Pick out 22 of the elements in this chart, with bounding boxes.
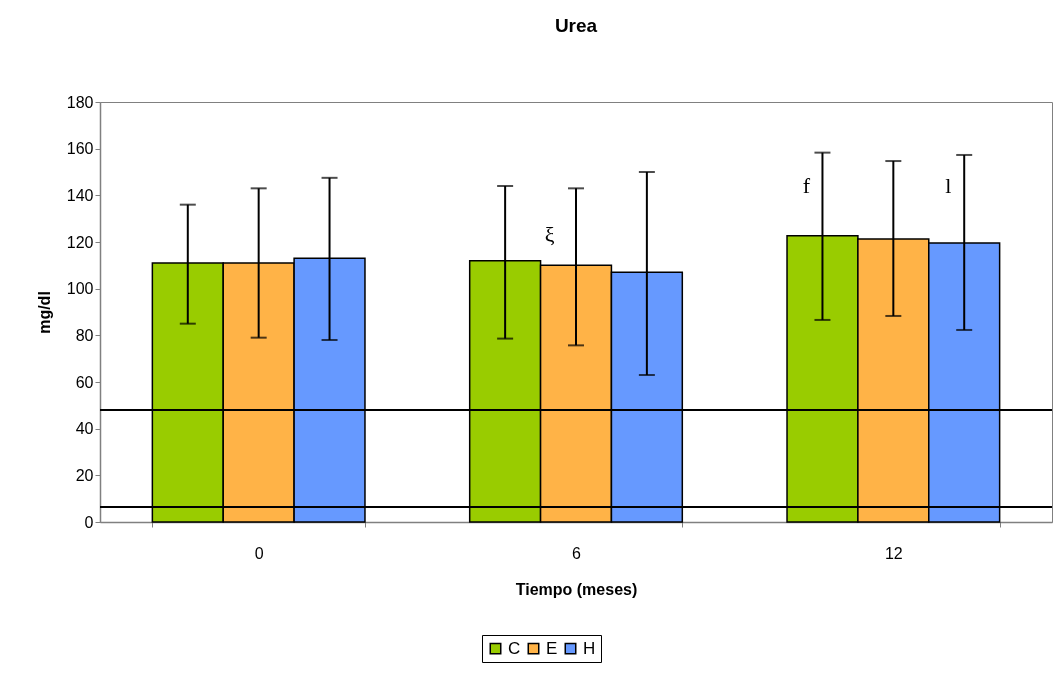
x-axis-title: Tiempo (meses): [515, 580, 638, 598]
chart-title: Urea: [554, 15, 598, 36]
annotation: ξ: [544, 221, 555, 247]
annotation: f: [802, 173, 811, 198]
y-tick-label: 180: [66, 93, 94, 111]
y-tick-label: 80: [75, 326, 94, 344]
legend-label: H: [583, 638, 596, 658]
y-tick-label: 0: [84, 513, 94, 531]
y-tick-label: 20: [75, 466, 94, 484]
x-tick-label: 0: [254, 544, 264, 562]
y-tick-label: 40: [75, 420, 94, 438]
legend-label: C: [508, 638, 521, 658]
y-tick-label: 100: [66, 280, 94, 298]
y-tick-label: 60: [75, 373, 94, 391]
y-tick-label: 160: [66, 140, 94, 158]
x-tick-label: 12: [884, 544, 903, 562]
y-axis-title: mg/dl: [35, 291, 53, 334]
x-tick-label: 6: [572, 544, 582, 562]
y-tick-label: 120: [66, 233, 94, 251]
y-tick-label: 140: [66, 186, 94, 204]
legend-label: E: [546, 638, 558, 658]
annotation: l: [945, 173, 952, 198]
